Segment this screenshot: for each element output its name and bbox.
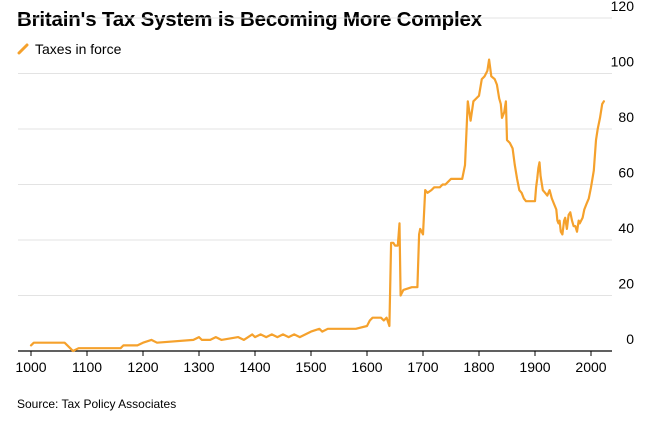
x-tick-label: 1400 <box>239 359 270 375</box>
x-tick-label: 1700 <box>407 359 438 375</box>
x-tick-label: 1800 <box>463 359 494 375</box>
y-tick-label: 120 <box>611 0 635 14</box>
series-layer <box>29 58 605 353</box>
x-tick-label: 1300 <box>183 359 214 375</box>
x-tick-label: 1200 <box>127 359 158 375</box>
gridlines <box>18 17 612 296</box>
x-tick-label: 1000 <box>15 359 46 375</box>
x-axis: 1000 1100 1200 1300 1400 1500 1600 1700 1800 1900… <box>15 350 612 375</box>
x-tick-label: 1900 <box>519 359 550 375</box>
x-tick-label: 2000 <box>575 359 606 375</box>
legend: Taxes in force <box>17 41 121 57</box>
x-tick-label: 1500 <box>295 359 326 375</box>
x-tick-label: 1600 <box>351 359 382 375</box>
x-tick-label: 1100 <box>72 359 102 375</box>
chart-title: Britain's Tax System is Becoming More Co… <box>17 8 482 31</box>
legend-label: Taxes in force <box>35 41 122 57</box>
y-axis-labels: 0 20 40 60 80 100 120 <box>611 0 635 347</box>
y-tick-label: 80 <box>618 109 634 125</box>
y-tick-label: 60 <box>618 165 634 181</box>
y-tick-label: 20 <box>618 276 634 292</box>
y-tick-label: 0 <box>626 331 634 347</box>
source-note: Source: Tax Policy Associates <box>17 397 177 411</box>
y-tick-label: 100 <box>611 54 635 70</box>
legend-line-icon <box>17 43 29 55</box>
series-line-0 <box>29 58 605 353</box>
y-tick-label: 40 <box>618 220 634 236</box>
